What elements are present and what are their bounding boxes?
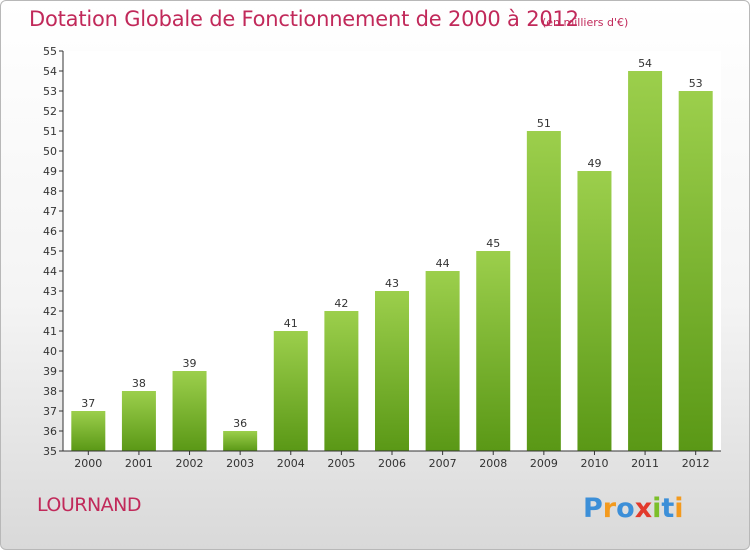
y-ticks-group: 35 36 37 38 39 40 41 42 43 44 45 46 47 48 49 50 51 52 53 54… xyxy=(43,45,63,458)
bar-2000 xyxy=(71,411,106,451)
data-label-2009: 51 xyxy=(537,117,551,130)
y-tick-label: 50 xyxy=(43,145,57,158)
bar-2001 xyxy=(121,391,156,451)
x-ticks-group: 2000 2001 2002 2003 2004 2005 2006 2007 2008 2009… xyxy=(74,451,710,470)
x-tick-label: 2005 xyxy=(327,457,355,470)
x-tick-label: 2012 xyxy=(682,457,710,470)
y-tick-label: 54 xyxy=(43,65,57,78)
chart-subtitle: (en milliers d'€) xyxy=(542,16,629,29)
bar-2008 xyxy=(476,251,511,451)
bar-2010 xyxy=(577,171,612,451)
x-tick-label: 2010 xyxy=(580,457,608,470)
x-tick-label: 2006 xyxy=(378,457,406,470)
y-tick-label: 44 xyxy=(43,265,57,278)
x-tick-label: 2000 xyxy=(74,457,102,470)
y-tick-label: 37 xyxy=(43,405,57,418)
bar-2007 xyxy=(425,271,460,451)
bar-2003 xyxy=(223,431,258,451)
data-label-2012: 53 xyxy=(689,77,703,90)
bar-2011 xyxy=(628,71,663,451)
bar-2006 xyxy=(375,291,409,451)
y-tick-label: 49 xyxy=(43,165,57,178)
y-tick-label: 42 xyxy=(43,305,57,318)
data-label-2004: 41 xyxy=(284,317,298,330)
bar-2012 xyxy=(678,91,713,451)
y-tick-label: 36 xyxy=(43,425,57,438)
data-label-2006: 43 xyxy=(385,277,399,290)
data-label-2000: 37 xyxy=(81,397,95,410)
x-tick-label: 2007 xyxy=(429,457,457,470)
x-tick-label: 2004 xyxy=(277,457,305,470)
y-tick-label: 53 xyxy=(43,85,57,98)
x-tick-label: 2009 xyxy=(530,457,558,470)
x-tick-label: 2002 xyxy=(176,457,204,470)
bar-2009 xyxy=(526,131,561,451)
y-tick-label: 35 xyxy=(43,445,57,458)
bars-group: 37 38 39 36 41 42 43 44 45 51 49 54 53 xyxy=(71,57,713,451)
bar-2002 xyxy=(172,371,207,451)
y-tick-label: 52 xyxy=(43,105,57,118)
y-tick-label: 51 xyxy=(43,125,57,138)
y-tick-label: 43 xyxy=(43,285,57,298)
x-tick-label: 2008 xyxy=(479,457,507,470)
bar-2004 xyxy=(273,331,308,451)
x-tick-label: 2003 xyxy=(226,457,254,470)
data-label-2003: 36 xyxy=(233,417,247,430)
proxiti-wordmark: Proxiti xyxy=(583,493,684,524)
y-tick-label: 55 xyxy=(43,45,57,58)
data-label-2001: 38 xyxy=(132,377,146,390)
x-tick-label: 2001 xyxy=(125,457,153,470)
bar-2005 xyxy=(324,311,359,451)
data-label-2010: 49 xyxy=(587,157,601,170)
y-tick-label: 45 xyxy=(43,245,57,258)
y-tick-label: 47 xyxy=(43,205,57,218)
y-tick-label: 38 xyxy=(43,385,57,398)
data-label-2005: 42 xyxy=(334,297,348,310)
y-tick-label: 39 xyxy=(43,365,57,378)
data-label-2002: 39 xyxy=(183,357,197,370)
commune-name: LOURNAND xyxy=(37,494,142,516)
chart-title: Dotation Globale de Fonctionnement de 20… xyxy=(29,7,579,31)
y-tick-label: 40 xyxy=(43,345,57,358)
y-tick-label: 41 xyxy=(43,325,57,338)
data-label-2011: 54 xyxy=(638,57,652,70)
y-tick-label: 48 xyxy=(43,185,57,198)
x-tick-label: 2011 xyxy=(631,457,659,470)
proxiti-logo: Proxiti xyxy=(583,493,684,524)
data-label-2007: 44 xyxy=(436,257,450,270)
y-tick-label: 46 xyxy=(43,225,57,238)
data-label-2008: 45 xyxy=(486,237,500,250)
